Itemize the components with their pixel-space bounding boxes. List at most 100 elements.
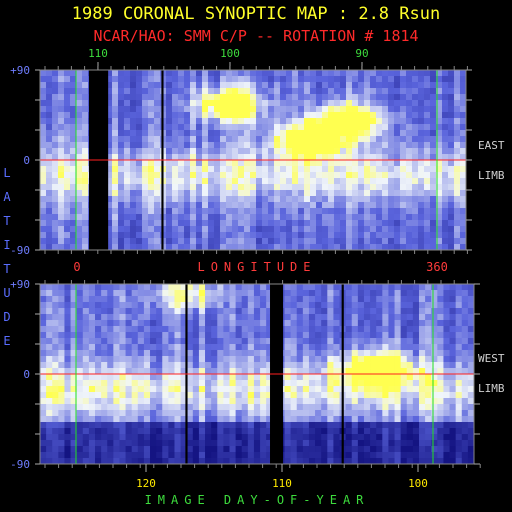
heatmap-cell: [346, 244, 353, 251]
heatmap-cell: [154, 172, 161, 179]
heatmap-cell: [112, 244, 119, 251]
heatmap-cell: [448, 244, 455, 251]
heatmap-cell: [131, 362, 139, 369]
heatmap-cell: [112, 82, 119, 89]
heatmap-cell: [400, 344, 408, 351]
heatmap-cell: [184, 82, 191, 89]
heatmap-cell: [58, 416, 65, 423]
heatmap-cell: [148, 208, 155, 215]
heatmap-cell: [382, 118, 389, 125]
heatmap-cell: [298, 220, 305, 227]
heatmap-cell: [162, 344, 169, 351]
heatmap-cell: [262, 238, 269, 245]
heatmap-cell: [370, 148, 377, 155]
heatmap-cell: [172, 166, 179, 173]
heatmap-cell: [284, 320, 292, 327]
heatmap-cell: [58, 398, 65, 405]
heatmap-cell: [190, 184, 197, 191]
heatmap-cell: [351, 434, 359, 441]
heatmap-cell: [178, 232, 185, 239]
heatmap-cell: [253, 458, 261, 465]
heatmap-cell: [64, 386, 71, 393]
latitude-label-letter: D: [3, 310, 11, 324]
heatmap-cell: [220, 70, 227, 77]
heatmap-cell: [449, 458, 457, 465]
heatmap-cell: [334, 160, 341, 167]
heatmap-cell: [357, 326, 365, 333]
heatmap-cell: [119, 440, 126, 447]
heatmap-cell: [310, 94, 317, 101]
heatmap-cell: [76, 308, 84, 315]
heatmap-cell: [232, 232, 239, 239]
heatmap-cell: [364, 190, 371, 197]
heatmap-cell: [430, 184, 437, 191]
heatmap-cell: [376, 338, 383, 345]
heatmap-cell: [150, 320, 157, 327]
heatmap-cell: [443, 434, 450, 441]
heatmap-cell: [364, 172, 371, 179]
heatmap-cell: [328, 70, 335, 77]
heatmap-cell: [180, 338, 188, 345]
heatmap-cell: [198, 308, 206, 315]
heatmap-cell: [328, 238, 335, 245]
heatmap-cell: [196, 232, 203, 239]
heatmap-cell: [256, 70, 263, 77]
heatmap-cell: [186, 326, 194, 333]
heatmap-cell: [333, 326, 340, 333]
heatmap-cell: [220, 118, 227, 125]
heatmap-cell: [346, 154, 353, 161]
heatmap-cell: [358, 70, 365, 77]
heatmap-cell: [119, 290, 126, 297]
heatmap-cell: [266, 452, 273, 459]
heatmap-cell: [370, 296, 377, 303]
heatmap-cell: [235, 350, 243, 357]
heatmap-cell: [418, 404, 426, 411]
heatmap-cell: [241, 284, 249, 291]
heatmap-cell: [364, 88, 371, 95]
heatmap-cell: [370, 302, 377, 309]
heatmap-cell: [241, 458, 249, 465]
heatmap-cell: [70, 314, 78, 321]
heatmap-cell: [148, 166, 155, 173]
heatmap-cell: [214, 148, 221, 155]
heatmap-cell: [340, 238, 347, 245]
heatmap-cell: [334, 184, 341, 191]
heatmap-cell: [334, 214, 341, 221]
heatmap-cell: [364, 208, 371, 215]
heatmap-cell: [196, 112, 203, 119]
heatmap-cell: [214, 118, 221, 125]
heatmap-cell: [226, 208, 233, 215]
heatmap-cell: [125, 458, 133, 465]
heatmap-cell: [107, 452, 114, 459]
heatmap-cell: [192, 374, 200, 381]
heatmap-cell: [76, 398, 84, 405]
heatmap-cell: [106, 154, 113, 161]
heatmap-cell: [136, 238, 143, 245]
heatmap-cell: [364, 100, 371, 107]
heatmap-cell: [274, 220, 281, 227]
heatmap-cell: [244, 214, 251, 221]
heatmap-cell: [70, 124, 77, 131]
heatmap-cell: [232, 208, 239, 215]
heatmap-cell: [298, 76, 305, 83]
heatmap-cell: [247, 416, 255, 423]
heatmap-cell: [298, 190, 305, 197]
heatmap-cell: [290, 302, 298, 309]
heatmap-cell: [260, 392, 267, 399]
heatmap-cell: [250, 76, 257, 83]
heatmap-cell: [154, 190, 161, 197]
heatmap-cell: [174, 422, 181, 429]
heatmap-cell: [101, 386, 108, 393]
heatmap-cell: [184, 172, 191, 179]
heatmap-cell: [220, 220, 227, 227]
heatmap-cell: [107, 446, 114, 453]
heatmap-cell: [150, 392, 157, 399]
heatmap-cell: [327, 440, 334, 447]
heatmap-cell: [431, 296, 438, 303]
heatmap-cell: [76, 166, 83, 173]
heatmap-cell: [449, 386, 457, 393]
heatmap-cell: [364, 238, 371, 245]
heatmap-cell: [364, 178, 371, 185]
heatmap-cell: [327, 386, 334, 393]
heatmap-cell: [437, 386, 444, 393]
